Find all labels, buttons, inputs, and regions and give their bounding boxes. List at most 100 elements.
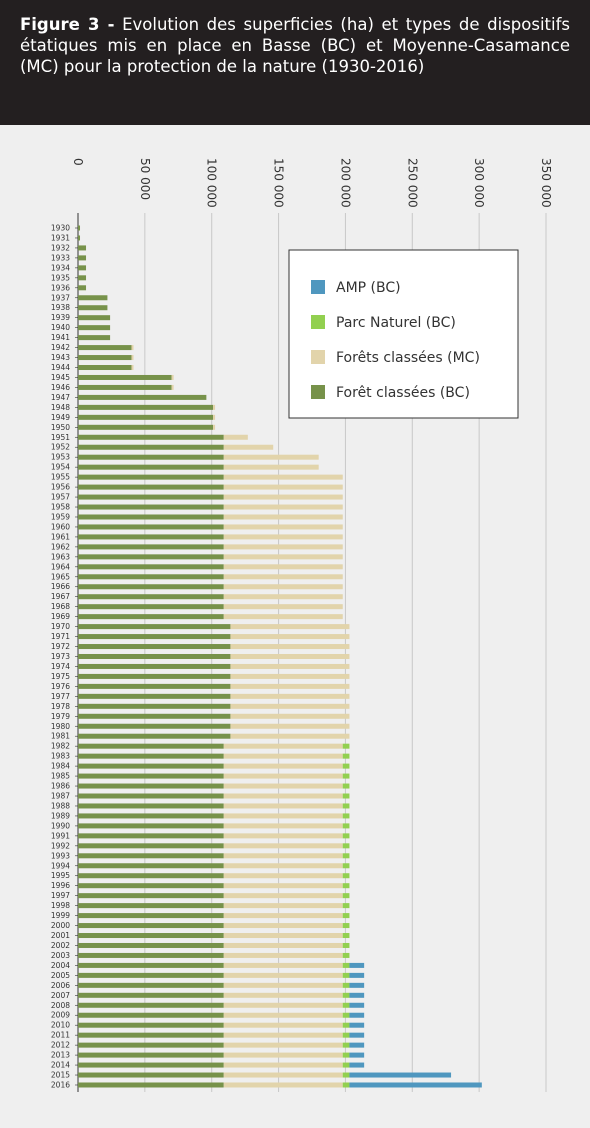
y-tick-label: 1973 (51, 652, 70, 661)
bar-segment (78, 584, 224, 590)
bar-segment (223, 524, 343, 530)
y-tick-label: 1968 (51, 602, 70, 611)
bar-segment (223, 952, 343, 958)
y-tick-label: 1952 (51, 443, 70, 452)
y-tick-label: 1950 (51, 423, 70, 432)
y-tick-label: 1995 (51, 871, 70, 880)
bar-segment (223, 933, 343, 939)
bar-segment (78, 255, 87, 261)
bar-segment (78, 484, 224, 490)
y-tick-label: 1942 (51, 343, 70, 352)
y-tick-label: 1937 (51, 293, 70, 302)
bar-segment (342, 992, 350, 998)
y-tick-label: 1975 (51, 672, 70, 681)
bar-segment (342, 1022, 350, 1028)
bar-segment (223, 494, 343, 500)
bar-segment (78, 295, 108, 301)
header: Figure 3 - Evolution des superficies (ha… (0, 0, 590, 125)
y-tick-label: 1972 (51, 642, 70, 651)
bar-segment (223, 793, 343, 799)
y-tick-label: 2001 (51, 931, 70, 940)
x-tick-label: 150 000 (272, 158, 286, 208)
y-tick-label: 1987 (51, 792, 70, 801)
x-tick-label: 250 000 (405, 158, 419, 208)
x-tick-label: 200 000 (338, 158, 352, 208)
bar-segment (223, 534, 343, 540)
y-tick-label: 1957 (51, 493, 70, 502)
legend-box (288, 249, 519, 419)
bar-segment (223, 464, 319, 470)
bar-segment (342, 982, 350, 988)
bar-segment (78, 883, 224, 889)
bar-segment (230, 733, 350, 739)
bar-segment (223, 474, 343, 480)
y-tick-label: 1988 (51, 801, 70, 810)
y-tick-label: 1991 (51, 831, 70, 840)
bar-segment (349, 992, 365, 998)
bar-segment (78, 663, 231, 669)
y-tick-label: 1939 (51, 313, 70, 322)
bar-segment (78, 773, 224, 779)
y-tick-label: 1994 (51, 861, 70, 870)
y-tick-label: 2014 (51, 1061, 70, 1070)
x-tick-label: 350 000 (539, 158, 553, 208)
bar-segment (342, 793, 350, 799)
bar-segment (223, 942, 343, 948)
y-tick-label: 1936 (51, 283, 70, 292)
y-tick-label: 1949 (51, 413, 70, 422)
bar-segment (78, 863, 224, 869)
bar-segment (223, 484, 343, 490)
bar-segment (342, 933, 350, 939)
bar-segment (223, 972, 343, 978)
bar-segment (78, 1052, 224, 1058)
bar-segment (223, 544, 343, 550)
y-tick-label: 1964 (51, 562, 70, 571)
y-tick-label: 1971 (51, 632, 70, 641)
bar-segment (342, 1042, 350, 1048)
bar-segment (78, 683, 231, 689)
bar-segment (342, 1072, 350, 1078)
bar-segment (342, 913, 350, 919)
bar-segment (342, 743, 350, 749)
y-tick-label: 1978 (51, 702, 70, 711)
bar-segment (78, 285, 87, 291)
bar-segment (230, 713, 350, 719)
y-tick-label: 1948 (51, 403, 70, 412)
bar-segment (213, 404, 216, 410)
y-tick-label: 1970 (51, 622, 70, 631)
bar-segment (78, 933, 224, 939)
bar-segment (78, 245, 87, 251)
bar-segment (78, 673, 231, 679)
bar-segment (78, 783, 224, 789)
bar-segment (342, 952, 350, 958)
y-tick-label: 2005 (51, 971, 70, 980)
bar-segment (342, 863, 350, 869)
bar-segment (78, 305, 108, 311)
y-tick-label: 1966 (51, 582, 70, 591)
y-tick-label: 1998 (51, 901, 70, 910)
bar-segment (78, 903, 224, 909)
bar-segment (223, 773, 343, 779)
bar-segment (78, 604, 224, 610)
bar-segment (223, 843, 343, 849)
bar-segment (78, 1022, 224, 1028)
bar-segment (78, 693, 231, 699)
bar-segment (78, 504, 224, 510)
bar-segment (223, 913, 343, 919)
y-tick-label: 1951 (51, 433, 70, 442)
x-tick-label: 300 000 (472, 158, 486, 208)
bar-segment (78, 813, 224, 819)
y-tick-label: 1993 (51, 851, 70, 860)
bar-segment (78, 225, 81, 231)
bar-segment (342, 843, 350, 849)
y-tick-label: 1983 (51, 752, 70, 761)
bar-segment (230, 653, 350, 659)
bar-segment (78, 713, 231, 719)
bar-segment (78, 544, 224, 550)
bar-segment (78, 524, 224, 530)
bar-segment (223, 1082, 343, 1088)
bar-segment (223, 564, 343, 570)
bar-segment (342, 753, 350, 759)
y-tick-label: 1935 (51, 273, 70, 282)
bar-segment (78, 554, 224, 560)
